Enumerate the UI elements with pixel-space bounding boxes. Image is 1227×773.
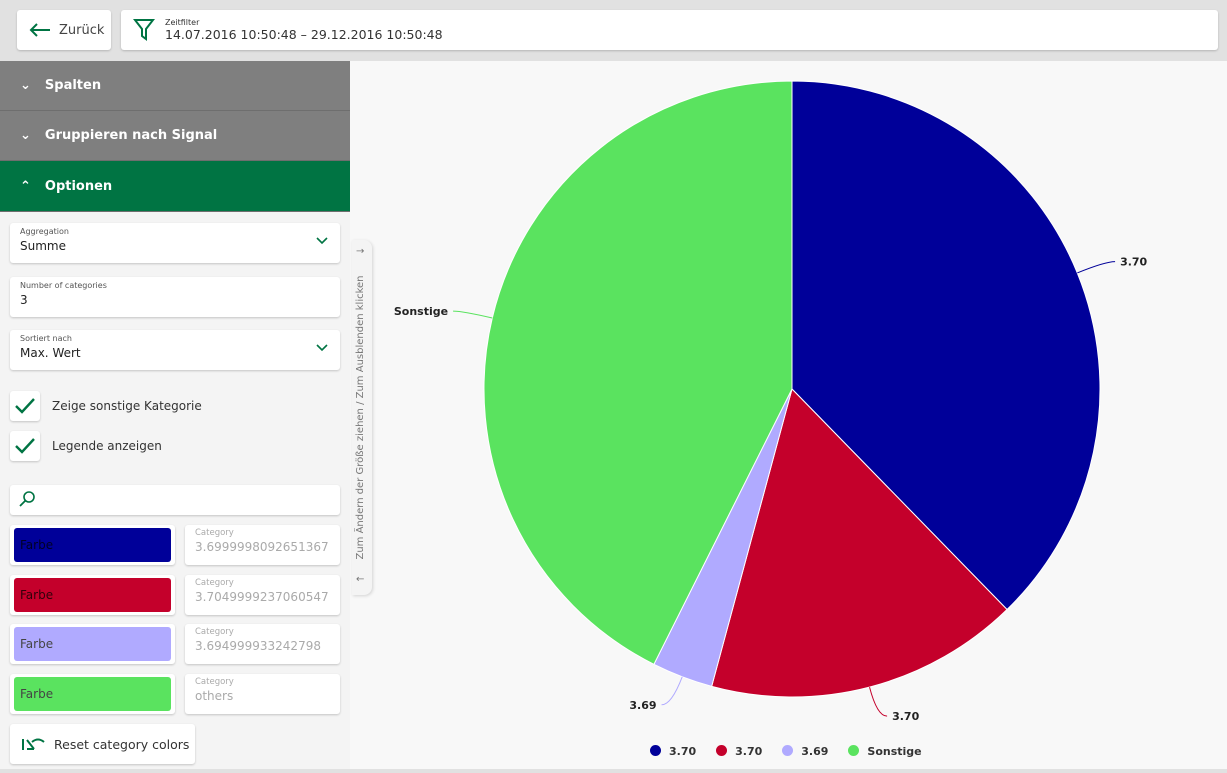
- chart-legend: 3.70 3.70 3.69 Sonstige: [650, 745, 922, 758]
- reset-label: Reset category colors: [54, 736, 190, 752]
- category-field[interactable]: Category 3.6999998092651367: [185, 525, 340, 565]
- pie-chart: 3.70 3.70 3.69 Sonstige: [394, 80, 1148, 723]
- field-label: Aggregation: [20, 227, 69, 236]
- show-other-checkbox[interactable]: Zeige sonstige Kategorie: [10, 391, 202, 421]
- section-label: Gruppieren nach Signal: [44, 128, 218, 143]
- color-swatch-label: Farbe: [14, 528, 171, 562]
- field-label: Sortiert nach: [20, 334, 72, 343]
- search-icon: [19, 491, 35, 507]
- legend-item[interactable]: 3.70: [650, 745, 696, 758]
- category-field[interactable]: Category 3.7049999237060547: [185, 574, 340, 615]
- color-swatch-label: Farbe: [14, 577, 171, 612]
- section-label: Optionen: [44, 178, 113, 194]
- sort-select[interactable]: Sortiert nach Max. Wert: [10, 330, 340, 370]
- back-button[interactable]: Zurück: [17, 10, 111, 50]
- legend-label: Sonstige: [867, 745, 922, 758]
- category-color-picker[interactable]: Farbe: [10, 624, 175, 664]
- chevron-up-icon: ⌃: [20, 178, 31, 194]
- category-color-picker[interactable]: Farbe: [10, 673, 175, 714]
- legend-label: 3.70: [669, 745, 697, 758]
- section-gruppieren[interactable]: ⌄ Gruppieren nach Signal: [0, 111, 350, 161]
- pie-slice[interactable]: [791, 80, 1101, 611]
- show-legend-checkbox[interactable]: Legende anzeigen: [10, 431, 162, 461]
- category-value: 3.6999998092651367: [195, 540, 329, 554]
- arrow-left-icon: ←: [356, 574, 365, 585]
- legend-label: 3.70: [735, 745, 763, 758]
- sidebar: ⌄ Spalten ⌄ Gruppieren nach Signal ⌃ Option…: [0, 61, 350, 769]
- color-swatch-label: Farbe: [14, 676, 171, 711]
- filter-icon: [133, 19, 155, 41]
- number-of-categories-input[interactable]: Number of categories 3: [10, 277, 340, 317]
- category-value: 3.694999933242798: [195, 639, 321, 653]
- chevron-down-icon: ⌄: [20, 128, 31, 143]
- back-label: Zurück: [59, 22, 105, 38]
- chart-area: 3.70 3.70 3.69 Sonstige: [350, 61, 1227, 769]
- legend-dot-icon: [650, 745, 661, 756]
- field-value: 3: [20, 293, 28, 307]
- pie-data-label: 3.70: [1120, 256, 1147, 269]
- resize-hint: Zum Ändern der Größe ziehen / Zum Ausble…: [355, 275, 366, 560]
- field-label: Category: [195, 577, 234, 588]
- category-color-picker[interactable]: Farbe: [10, 574, 175, 615]
- aggregation-select[interactable]: Aggregation Summe: [10, 223, 340, 263]
- reset-category-colors-button[interactable]: Reset category colors: [10, 724, 195, 764]
- pie-label-connector: [869, 686, 888, 717]
- filter-value: 14.07.2016 10:50:48 – 29.12.2016 10:50:4…: [165, 27, 443, 42]
- legend-dot-icon: [782, 745, 794, 756]
- pie-data-label: 3.69: [629, 699, 656, 712]
- field-label: Category: [195, 627, 234, 637]
- sidebar-resize-handle[interactable]: → Zum Ändern der Größe ziehen / Zum Ausb…: [352, 240, 372, 595]
- chevron-down-icon: [316, 237, 328, 245]
- legend-dot-icon: [716, 745, 728, 756]
- field-label: Category: [195, 528, 234, 538]
- pie-label-connector: [1077, 261, 1116, 274]
- category-value: others: [195, 688, 234, 703]
- pie-data-label: 3.70: [892, 710, 919, 723]
- section-spalten[interactable]: ⌄ Spalten: [0, 61, 350, 111]
- pie-label-connector: [453, 310, 493, 319]
- reset-icon: [22, 738, 45, 750]
- time-filter[interactable]: Zeitfilter 14.07.2016 10:50:48 – 29.12.2…: [121, 10, 1218, 50]
- checkbox-label: Legende anzeigen: [52, 439, 162, 453]
- field-value: Max. Wert: [20, 346, 81, 360]
- chevron-down-icon: ⌄: [20, 78, 31, 93]
- field-label: Category: [195, 676, 234, 687]
- legend-label: 3.69: [801, 745, 829, 758]
- arrow-right-icon: →: [356, 246, 365, 257]
- field-label: Number of categories: [20, 281, 107, 290]
- color-swatch-label: Farbe: [14, 627, 171, 661]
- section-optionen[interactable]: ⌃ Optionen: [0, 161, 350, 212]
- pie-label-connector: [661, 676, 683, 706]
- chevron-down-icon: [316, 344, 328, 352]
- legend-dot-icon: [848, 745, 860, 756]
- search-input[interactable]: [10, 485, 340, 515]
- category-value: 3.7049999237060547: [195, 589, 329, 604]
- section-label: Spalten: [44, 78, 102, 93]
- field-value: Summe: [20, 239, 66, 253]
- pie-data-label: Sonstige: [394, 305, 448, 318]
- legend-item[interactable]: 3.70: [716, 745, 762, 758]
- arrow-left-icon: [29, 23, 50, 37]
- legend-item[interactable]: 3.69: [782, 745, 828, 758]
- filter-label: Zeitfilter: [165, 18, 200, 27]
- checkmark-icon: [15, 398, 35, 414]
- pie-slice[interactable]: [483, 80, 793, 665]
- category-color-picker[interactable]: Farbe: [10, 525, 175, 565]
- legend-item[interactable]: Sonstige: [848, 745, 922, 758]
- checkbox-label: Zeige sonstige Kategorie: [52, 399, 202, 413]
- checkmark-icon: [15, 438, 35, 454]
- category-field[interactable]: Category 3.694999933242798: [185, 624, 340, 664]
- category-field[interactable]: Category others: [185, 673, 340, 714]
